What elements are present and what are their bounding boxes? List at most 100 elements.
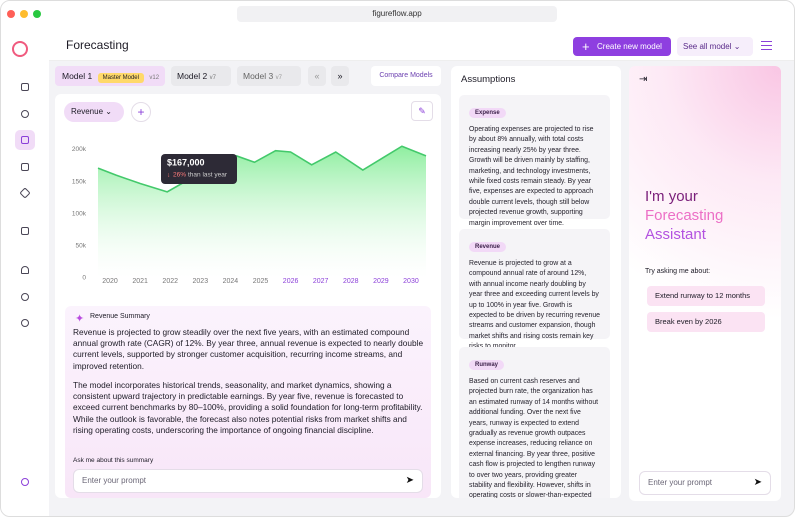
heading-line: I'm your [645,188,698,205]
summary-title: Revenue Summary [90,313,150,320]
nav-docs[interactable] [15,157,35,177]
tab-name: Model 3 [243,71,274,81]
tooltip: $167,000 ↓ 26% than last year [161,154,237,184]
suggestion[interactable]: Break even by 2026 [647,312,765,332]
y-tick-label: 200k [72,146,87,153]
x-tick-label: 2023 [193,278,209,285]
create-model-button[interactable]: + Create new model [573,37,671,56]
nav-profile[interactable] [15,472,35,492]
x-tick-label: 2029 [373,278,389,285]
tooltip-arrow: ↓ [167,172,170,179]
see-all-button[interactable]: See all model ⌄ [677,37,753,56]
minimize-dot[interactable] [20,10,28,18]
compare-button[interactable]: Compare Models [371,66,441,86]
model-tab[interactable]: Model 1 Master Model v12 [55,66,165,86]
create-model-label: Create new model [597,42,662,51]
summary-paragraph: Revenue is projected to grow steadily ov… [73,327,424,371]
summary-card: ✦ Revenue Summary Revenue is projected t… [65,306,431,498]
area-line [97,145,427,193]
next-button[interactable]: » [331,66,349,86]
url: figureflow.app [372,9,422,18]
see-all-label: See all model [683,42,732,51]
assumption-tag: Runway [469,360,505,370]
metric-dropdown[interactable]: Revenue ⌄ [64,102,124,122]
browser-bar: figureflow.app [1,1,794,27]
tab-badge: Master Model [97,73,144,83]
nav-help[interactable] [15,287,35,307]
assistant-heading: I'm your Forecasting Assistant [645,187,723,244]
x-tick-label: 2027 [313,278,329,285]
tooltip-value: $167,000 [167,157,205,167]
collapse-button[interactable]: ⇥ [639,74,648,85]
tab-name: Model 1 [62,71,93,81]
x-tick-label: 2024 [223,278,239,285]
assumption-card: Revenue Revenue is projected to grow at a… [459,229,610,350]
nav-settings[interactable] [15,313,35,333]
x-tick-label: 2025 [253,278,269,285]
suggestion-text: Extend runway to 12 months [655,291,751,300]
sidebar [1,27,49,516]
nav-alerts[interactable] [15,260,35,280]
y-tick-label: 150k [72,178,87,185]
tooltip-change: 26% [173,172,186,179]
x-tick-label: 2030 [403,278,419,285]
suggestion[interactable]: Extend runway to 12 months [647,286,765,306]
assumption-card: Expense Operating expenses are projected … [459,95,610,227]
suggestion-text: Break even by 2026 [655,317,722,326]
y-tick-label: 100k [72,210,87,217]
assistant-input[interactable]: Enter your prompt ➤ [639,471,771,495]
maximize-dot[interactable] [33,10,41,18]
header: Forecasting + Create new model See all mo… [49,27,794,61]
x-tick-label: 2020 [102,278,118,285]
add-metric-button[interactable]: + [131,102,151,122]
edit-button[interactable]: ✎ [411,101,433,121]
nav-dashboard[interactable] [15,77,35,97]
logo[interactable] [12,41,28,57]
heading-line: Assistant [645,226,706,243]
summary-paragraph: The model incorporates historical trends… [73,380,423,435]
close-dot[interactable] [7,10,15,18]
chart: 0 50k 100k 150k 200k 2020 2021 2022 2023 2024 2025… [72,145,427,285]
input-placeholder: Enter your prompt [82,476,147,485]
tab-name: Model 2 [177,71,208,81]
assumption-text: Operating expenses are projected to rise… [469,126,594,227]
x-tick-label: 2028 [343,278,359,285]
y-tick-label: 0 [82,275,86,282]
url-bar[interactable]: figureflow.app [237,6,557,22]
y-tick-label: 50k [76,243,87,250]
tooltip-note: than last year [188,172,228,179]
assumption-tag: Revenue [469,242,507,252]
menu-button[interactable] [761,41,772,50]
x-tick-label: 2022 [162,278,178,285]
assumption-card: Runway Based on current cash reserves and… [459,347,610,498]
assistant-panel: ⇥ I'm your Forecasting Assistant Try ask… [629,66,781,501]
metric-label: Revenue [71,107,104,116]
tab-version: v12 [149,75,160,81]
prev-button[interactable]: « [308,66,326,86]
tab-version: v7 [209,75,216,81]
assumptions-panel: Assumptions Expense Operating expenses ar… [451,66,621,498]
summary-input[interactable]: Enter your prompt ➤ [73,469,423,493]
model-tab[interactable]: Model 2 v7 [171,66,231,86]
prompt-intro: Try asking me about: [645,268,711,275]
input-placeholder: Enter your prompt [648,478,713,487]
nav-ideas[interactable] [15,104,35,124]
assumption-text: Based on current cash reserves and proje… [469,378,599,498]
nav-ai[interactable] [15,183,35,203]
x-tick-label: 2021 [132,278,148,285]
heading-line: Forecasting [645,207,724,224]
nav-forecast[interactable] [15,130,35,150]
tab-version: v7 [275,75,282,81]
assumption-tag: Expense [469,108,506,118]
page-title: Forecasting [66,38,129,52]
model-tab[interactable]: Model 3 v7 [237,66,301,86]
ask-label: Ask me about this summary [73,457,154,464]
nav-tools[interactable] [15,221,35,241]
compare-label: Compare Models [379,72,433,79]
x-tick-label: 2026 [283,278,299,285]
summary-icon: ✦ [75,313,85,325]
assumption-text: Revenue is projected to grow at a compou… [469,260,600,350]
area-fill [98,146,426,278]
assumptions-title: Assumptions [461,74,516,85]
